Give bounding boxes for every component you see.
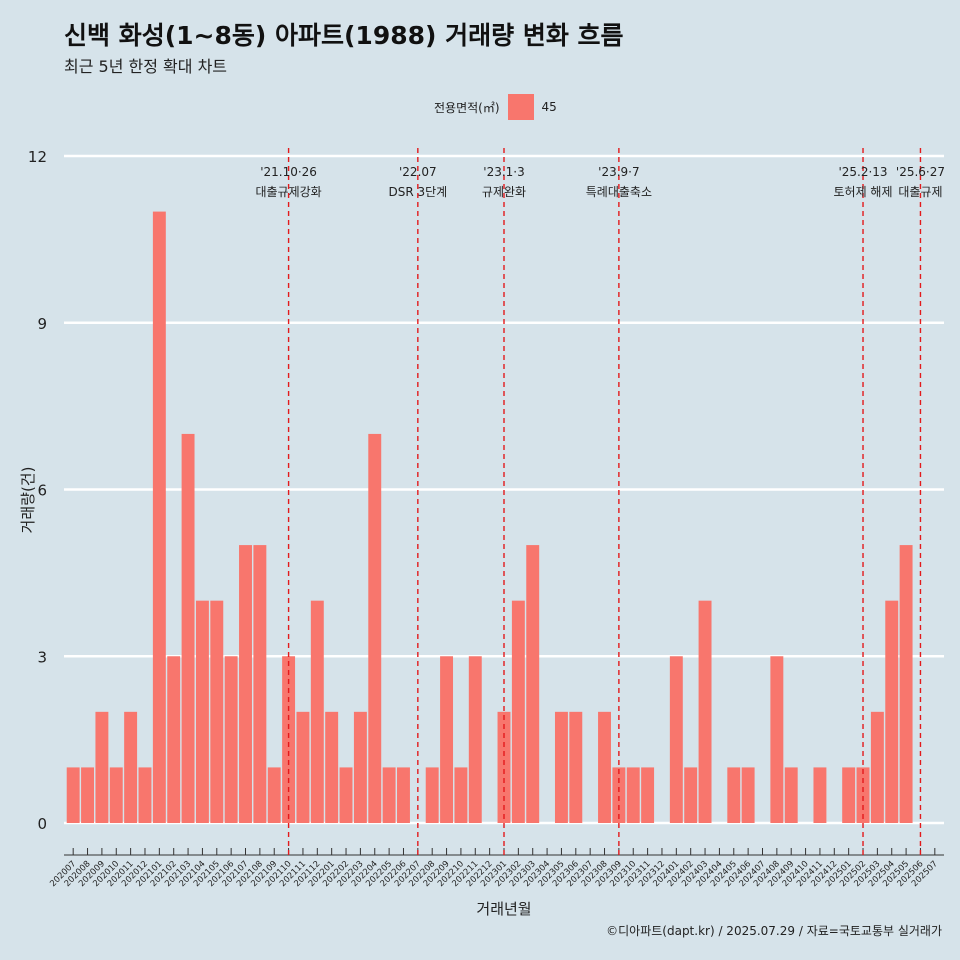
bar	[210, 600, 224, 823]
bar	[124, 711, 138, 823]
y-tick-label: 9	[37, 315, 47, 333]
bar	[267, 767, 281, 823]
bar	[368, 433, 382, 823]
bar	[885, 600, 899, 823]
bar	[842, 767, 856, 823]
event-label: 토허제 해제	[834, 185, 893, 199]
bar	[310, 600, 324, 823]
bar	[425, 767, 439, 823]
bar	[870, 711, 884, 823]
legend: 전용면적(㎡) 45	[434, 94, 557, 120]
bar	[669, 656, 683, 823]
bar	[741, 767, 755, 823]
y-tick-label: 12	[28, 148, 47, 166]
event-date: '23.9·7	[598, 165, 639, 179]
bar	[598, 711, 611, 823]
bar	[698, 600, 712, 823]
bar	[641, 767, 655, 823]
bar	[770, 656, 784, 823]
bar	[569, 711, 583, 823]
event-label: DSR 3단계	[388, 185, 447, 199]
bar	[440, 656, 454, 823]
bar	[554, 711, 568, 823]
bar	[727, 767, 741, 823]
bar	[497, 711, 511, 823]
bar	[296, 711, 310, 823]
bar	[511, 600, 525, 823]
caption: ©디아파트(dapt.kr) / 2025.07.29 / 자료=국토교통부 실…	[606, 924, 942, 938]
bar	[181, 433, 195, 823]
bar	[397, 767, 410, 823]
bar	[282, 656, 296, 823]
bar	[612, 767, 626, 823]
bar	[526, 545, 540, 823]
bar	[152, 211, 166, 824]
bar	[684, 767, 698, 823]
bar	[339, 767, 353, 823]
bar	[353, 711, 367, 823]
bar	[224, 656, 238, 823]
legend-swatch	[507, 94, 534, 120]
bar	[195, 600, 209, 823]
bar	[138, 767, 152, 823]
bar	[784, 767, 798, 823]
bar	[899, 545, 913, 823]
x-axis-title: 거래년월	[476, 900, 531, 918]
event-label: 규제완화	[482, 185, 526, 199]
y-tick-label: 3	[37, 648, 47, 666]
bar	[813, 767, 827, 823]
legend-title: 전용면적(㎡)	[434, 100, 500, 115]
bar	[325, 711, 339, 823]
event-date: '21.10·26	[260, 165, 317, 179]
y-tick-label: 0	[37, 815, 47, 833]
legend-label: 45	[541, 100, 557, 114]
y-tick-label: 6	[37, 482, 47, 500]
event-label: 특례대출축소	[586, 185, 652, 199]
bar	[239, 545, 252, 823]
bar	[856, 767, 870, 823]
bar	[95, 711, 109, 823]
event-label: 대출규제	[898, 185, 942, 199]
chart-subtitle: 최근 5년 한정 확대 차트	[64, 57, 228, 76]
event-label: 대출규제강화	[255, 185, 321, 199]
event-date: '23.1·3	[483, 165, 524, 179]
bar	[253, 545, 267, 823]
event-date: '22.07	[399, 165, 437, 179]
event-date: '25.2·13	[838, 165, 887, 179]
bar	[109, 767, 123, 823]
bar	[382, 767, 396, 823]
bar	[66, 767, 80, 823]
bar	[167, 656, 181, 823]
bar	[626, 767, 640, 823]
bar	[468, 656, 482, 823]
event-date: '25.6·27	[896, 165, 945, 179]
bar	[81, 767, 95, 823]
bar	[454, 767, 468, 823]
y-axis-title: 거래량(건)	[19, 467, 37, 534]
chart-title: 신백 화성(1~8동) 아파트(1988) 거래량 변화 흐름	[64, 21, 624, 50]
